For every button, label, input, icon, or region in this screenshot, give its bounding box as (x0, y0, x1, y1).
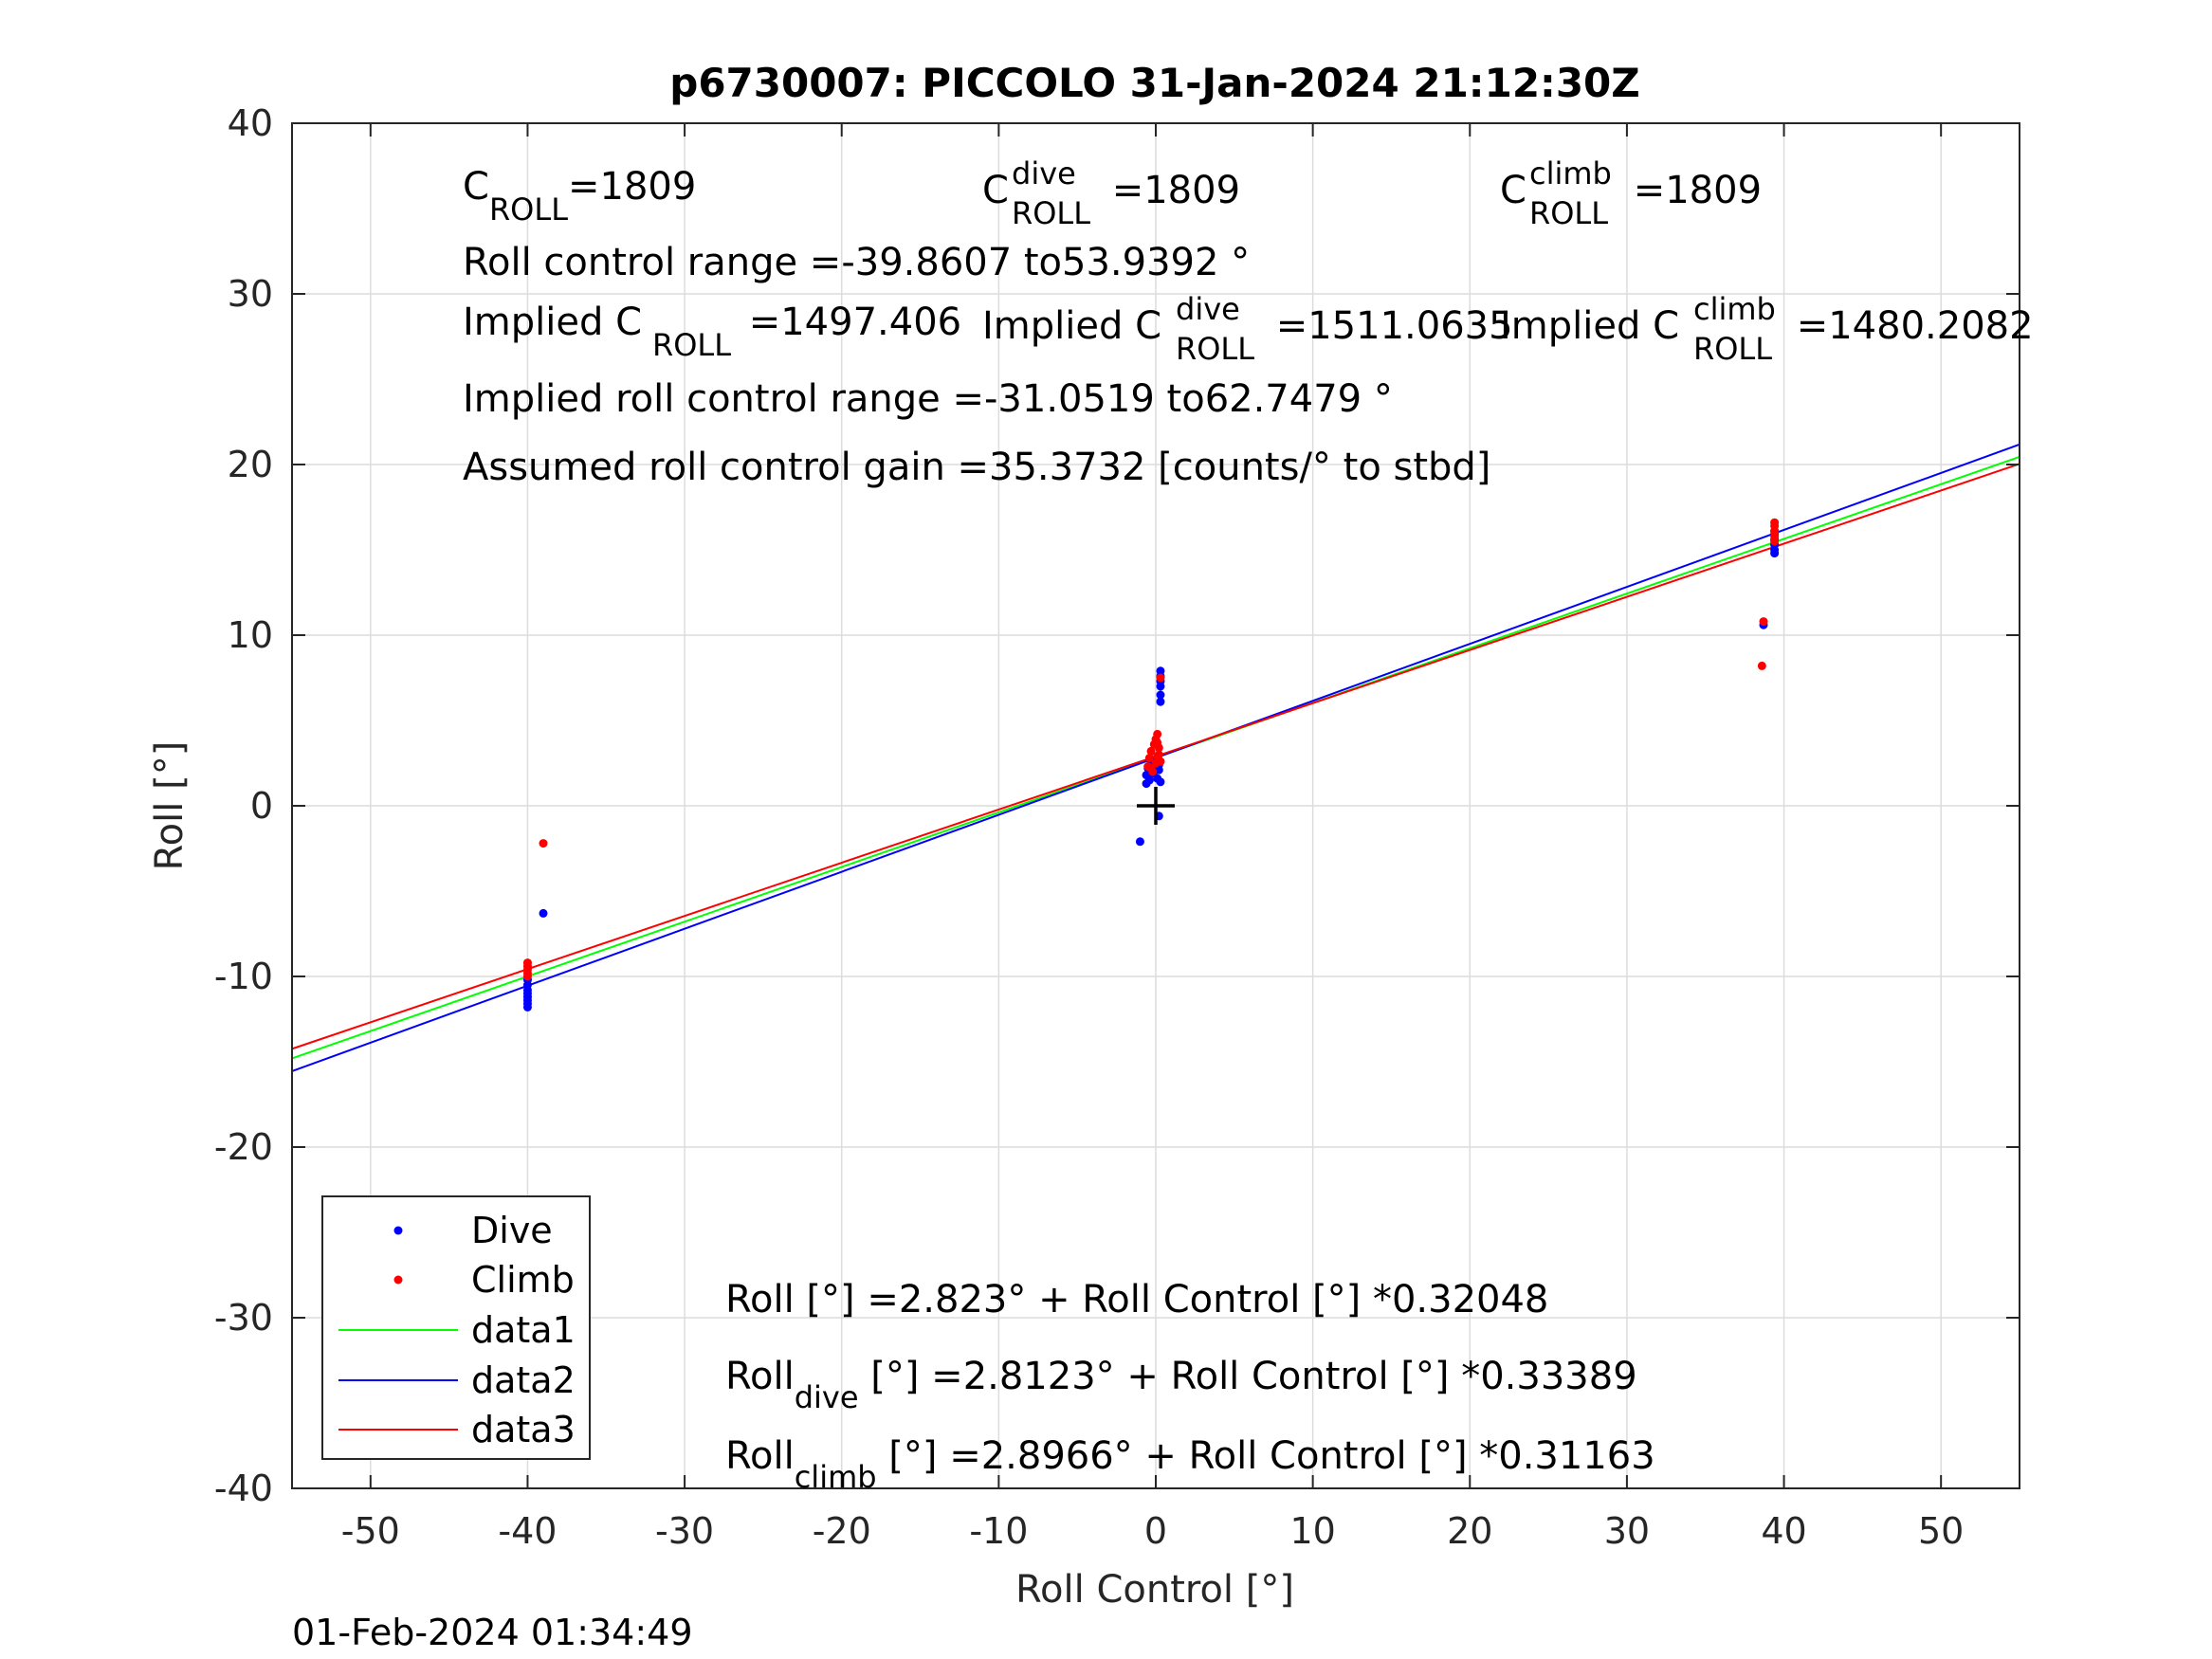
data-point-dive (1156, 777, 1165, 787)
x-axis-label: Roll Control [°] (1015, 1568, 1294, 1612)
data-point-climb (1154, 750, 1163, 759)
data-point-dive (522, 1002, 532, 1012)
y-axis-label: Roll [°] (148, 741, 192, 871)
chart-title: p6730007: PICCOLO 31-Jan-2024 21:12:30Z (669, 60, 1639, 106)
data-point-dive (1770, 549, 1780, 558)
y-tick-label: -10 (214, 956, 273, 997)
data-point-climb (539, 839, 548, 848)
fit-equation-climb: Rollclimb [°] =2.8966° + Roll Control [°… (725, 1434, 1655, 1495)
legend-marker-dive (393, 1226, 403, 1235)
legend-label-dive: Dive (471, 1210, 553, 1251)
x-tick-label: 0 (1144, 1510, 1167, 1552)
data-point-dive (539, 908, 548, 918)
data-point-dive (1144, 775, 1154, 785)
legend-label-climb: Climb (471, 1259, 575, 1301)
annotation-roll-range: Roll control range =-39.8607 to53.9392 ° (463, 241, 1250, 284)
origin-cross-marker (1137, 787, 1175, 825)
y-tick-label: 30 (228, 273, 273, 315)
annotation-c-roll-dive: Cdive ROLL =1809 (982, 155, 1240, 231)
x-tick-label: -40 (498, 1510, 557, 1552)
annotation-implied-range: Implied roll control range =-31.0519 to6… (463, 377, 1393, 421)
data-point-climb (1153, 738, 1162, 747)
data-point-dive (1156, 697, 1165, 706)
data-point-climb (1757, 661, 1766, 670)
data-point-climb (1146, 763, 1156, 773)
data-point-dive (1156, 666, 1165, 676)
x-tick-label: 50 (1918, 1510, 1964, 1552)
x-tick-label: -10 (969, 1510, 1028, 1552)
data-point-climb (1153, 729, 1162, 738)
y-tick-label: 10 (228, 614, 273, 656)
data-point-climb (1144, 754, 1154, 763)
legend-label-data3: data3 (471, 1409, 576, 1450)
data-points (522, 518, 1780, 1012)
annotation-c-roll: CROLL=1809 (463, 165, 696, 228)
x-tick-label: 40 (1761, 1510, 1806, 1552)
annotation-gain: Assumed roll control gain =35.3732 [coun… (463, 446, 1490, 489)
data-point-climb (1146, 746, 1156, 756)
y-tick-label: -30 (214, 1297, 273, 1339)
legend-marker-climb (393, 1275, 403, 1285)
data-point-climb (1759, 617, 1768, 627)
data-point-dive (1135, 837, 1144, 847)
data-point-climb (1156, 673, 1165, 683)
annotation-c-roll-climb: Cclimb ROLL =1809 (1500, 155, 1762, 231)
y-tick-label: -20 (214, 1126, 273, 1168)
data-point-climb (1770, 518, 1780, 527)
timestamp: 01-Feb-2024 01:34:49 (292, 1612, 693, 1653)
data-point-climb (522, 972, 532, 981)
x-tick-label: 10 (1289, 1510, 1335, 1552)
x-tick-label: -50 (341, 1510, 400, 1552)
x-tick-label: -30 (655, 1510, 714, 1552)
data-point-dive (1156, 690, 1165, 700)
fit-equation-dive: Rolldive [°] =2.8123° + Roll Control [°]… (725, 1355, 1637, 1415)
axis-ticks (292, 122, 2020, 1489)
legend-box (321, 1195, 591, 1460)
legend: Dive Climb data1 data2 data3 (321, 1195, 591, 1460)
y-tick-label: 20 (228, 444, 273, 485)
legend-label-data1: data1 (471, 1309, 576, 1351)
data-point-climb (1156, 757, 1165, 766)
legend-label-data2: data2 (471, 1359, 576, 1401)
x-tick-label: -20 (813, 1510, 871, 1552)
fit-equation-all: Roll [°] =2.823° + Roll Control [°] *0.3… (725, 1278, 1548, 1322)
x-tick-label: 30 (1604, 1510, 1650, 1552)
y-tick-label: -40 (214, 1468, 273, 1509)
annotation-implied-c-roll: Implied CROLL =1497.406 (463, 301, 961, 363)
y-tick-label: 40 (228, 102, 273, 144)
tick-labels: -50 -40 -30 -20 -10 0 10 20 30 40 50 -40 -30 -20 -10 0 1… (214, 102, 1964, 1552)
x-tick-label: 20 (1447, 1510, 1492, 1552)
y-tick-label: 0 (250, 785, 273, 827)
